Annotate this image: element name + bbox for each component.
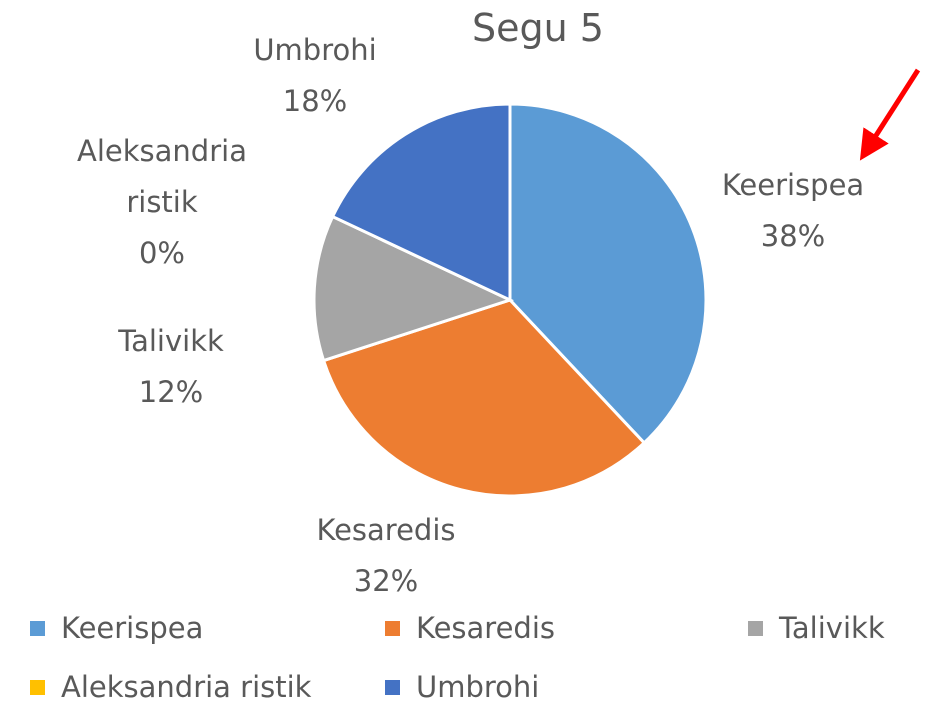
data-label: Umbrohi 18%: [205, 25, 425, 127]
pie-slice: [330, 102, 512, 303]
pie-slice: [312, 214, 515, 363]
data-label-name: Talivikk: [118, 324, 224, 358]
data-label-name: Aleksandria ristik: [77, 134, 247, 219]
legend-item: Talivikk: [748, 608, 885, 648]
data-label: Kesaredis 32%: [276, 505, 496, 607]
legend-swatch: [385, 679, 400, 695]
legend-item: Umbrohi: [385, 667, 539, 703]
red-arrow: [859, 68, 921, 161]
legend-swatch: [30, 620, 45, 636]
data-label-value: 12%: [138, 375, 204, 409]
pie-slice: [321, 298, 647, 498]
data-label-name: Keerispea: [721, 168, 865, 202]
data-label-value: 18%: [282, 84, 348, 118]
legend-item: Aleksandria ristik: [30, 667, 311, 703]
chart-title: Segu 5: [472, 6, 604, 50]
data-label-name: Kesaredis: [316, 513, 456, 547]
legend-swatch: [748, 620, 763, 636]
legend-label: Talivikk: [779, 611, 885, 645]
legend-label: Aleksandria ristik: [61, 670, 312, 703]
data-label-value: 38%: [760, 219, 826, 253]
legend-label: Kesaredis: [416, 611, 555, 645]
legend-swatch: [385, 620, 400, 636]
pie-slice: [508, 102, 708, 445]
data-label-value: 0%: [138, 236, 185, 270]
legend-item: Kesaredis: [385, 608, 555, 648]
data-label: Aleksandria ristik 0%: [52, 126, 272, 279]
legend-item: Keerispea: [30, 608, 203, 648]
data-label-value: 32%: [353, 564, 419, 598]
data-label: Talivikk 12%: [61, 316, 281, 418]
legend-swatch: [30, 679, 45, 695]
legend-label: Umbrohi: [416, 670, 540, 703]
data-label: Keerispea 38%: [683, 160, 903, 262]
data-label-name: Umbrohi: [253, 33, 377, 67]
legend-label: Keerispea: [61, 611, 204, 645]
